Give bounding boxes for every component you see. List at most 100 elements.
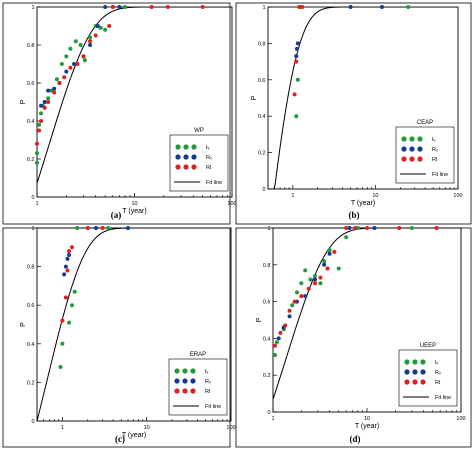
y-tick-label: 0.4: [27, 119, 35, 125]
data-point-ri: [325, 266, 330, 271]
y-axis-label: P: [256, 317, 263, 322]
data-point-iv: [313, 273, 318, 278]
legend-label: RI: [205, 389, 211, 395]
data-point-ri: [299, 294, 304, 299]
data-point-iv: [59, 62, 64, 66]
y-tick-label: 0.4: [258, 114, 266, 120]
data-point-ri: [65, 268, 70, 273]
legend-marker: [183, 154, 189, 160]
data-point-ri: [292, 299, 297, 304]
y-axis-label: P: [251, 95, 258, 100]
legend-marker: [190, 378, 196, 384]
data-point-rv: [46, 88, 51, 93]
legend-label: RI: [432, 157, 438, 163]
data-point-ri: [365, 226, 369, 230]
panel-label: UEEP: [420, 343, 436, 349]
panel-caption: (a): [111, 210, 122, 220]
data-point-iv: [322, 259, 327, 264]
x-tick-label: 100: [227, 201, 236, 207]
x-tick-label: 10: [372, 193, 378, 199]
legend-marker: [174, 378, 180, 384]
panel-label: CEAP: [417, 120, 433, 126]
data-point-ri: [353, 226, 358, 230]
data-point-ri: [149, 5, 154, 9]
data-point-ri: [37, 128, 42, 133]
legend-marker: [401, 136, 407, 142]
legend-marker: [409, 156, 415, 162]
data-point-rv: [295, 41, 300, 46]
data-point-ri: [434, 226, 439, 230]
data-point-iv: [49, 88, 54, 93]
y-axis-label: P: [20, 99, 27, 104]
y-tick-label: 0: [262, 187, 265, 193]
data-point-iv: [68, 46, 73, 51]
data-point-rv: [62, 272, 67, 277]
y-tick-label: 1: [267, 226, 270, 232]
data-point-iv: [98, 25, 103, 30]
data-point-ri: [68, 65, 73, 70]
data-point-rv: [294, 54, 299, 59]
legend-label: Rᵥ: [435, 370, 441, 376]
data-point-ri: [88, 39, 93, 44]
data-point-rv: [294, 46, 299, 51]
legend-marker: [191, 154, 197, 160]
legend-marker: [420, 369, 426, 375]
y-tick-label: 0: [31, 419, 34, 425]
legend-label: Fit line: [435, 395, 451, 401]
data-point-rv: [65, 256, 70, 261]
data-point-iv: [54, 77, 59, 82]
legend-marker: [409, 136, 415, 142]
x-tick-label: 10: [364, 416, 370, 422]
legend-marker: [412, 359, 418, 365]
legend-label: Iᵥ: [432, 137, 436, 143]
data-point-rv: [287, 314, 292, 319]
legend: Iᵥ Rᵥ RI Fit line: [395, 126, 455, 184]
data-point-iv: [67, 320, 72, 325]
data-point-rv: [63, 264, 68, 269]
data-point-iv: [64, 54, 69, 59]
y-axis-label: P: [20, 322, 27, 327]
y-tick-label: 0.8: [258, 41, 266, 47]
data-point-rv: [327, 251, 332, 256]
data-point-iv: [60, 341, 65, 346]
data-point-iv: [336, 266, 341, 271]
data-point-iv: [274, 340, 279, 345]
panel-label: ERAP: [190, 352, 206, 358]
data-point-iv: [308, 277, 313, 282]
x-tick-label: 100: [456, 416, 465, 422]
y-tick-label: 0.4: [263, 336, 271, 342]
panel-c: 1 10 100 0 0.2 0.4 0.6 0.8 1 T (year) P Iᵥ Rᵥ RI Fit l…: [2, 226, 236, 448]
data-point-ri: [67, 249, 72, 254]
data-point-ri: [332, 249, 337, 254]
data-point-ri: [52, 90, 57, 95]
legend-marker: [401, 146, 407, 152]
legend-marker: [420, 359, 426, 365]
y-tick-label: 0.8: [263, 263, 271, 269]
data-point-rv: [348, 5, 353, 9]
data-point-iv: [409, 226, 414, 230]
x-axis-label: T (year): [355, 423, 379, 430]
legend-marker: [182, 388, 188, 394]
panel-frame: [235, 2, 472, 225]
data-point-ri: [69, 245, 74, 250]
legend-marker: [404, 369, 410, 375]
x-tick-label: 1: [291, 193, 294, 199]
legend-label: RI: [435, 380, 441, 386]
legend-marker: [412, 379, 418, 385]
data-point-ri: [294, 59, 299, 64]
data-point-ri: [85, 226, 90, 230]
data-point-ri: [287, 308, 292, 313]
data-point-rv: [42, 100, 47, 104]
data-point-ri: [46, 100, 51, 104]
data-point-rv: [93, 226, 98, 230]
legend-marker: [175, 164, 181, 170]
data-point-ri: [42, 105, 47, 110]
x-axis-label: T (year): [351, 200, 375, 207]
legend-marker: [401, 156, 407, 162]
data-point-rv: [95, 24, 100, 28]
data-point-ri: [313, 281, 318, 286]
x-tick-label: 1: [61, 425, 64, 431]
data-point-ri: [57, 81, 62, 85]
y-tick-label: 0: [267, 410, 270, 416]
data-point-iv: [344, 235, 349, 240]
